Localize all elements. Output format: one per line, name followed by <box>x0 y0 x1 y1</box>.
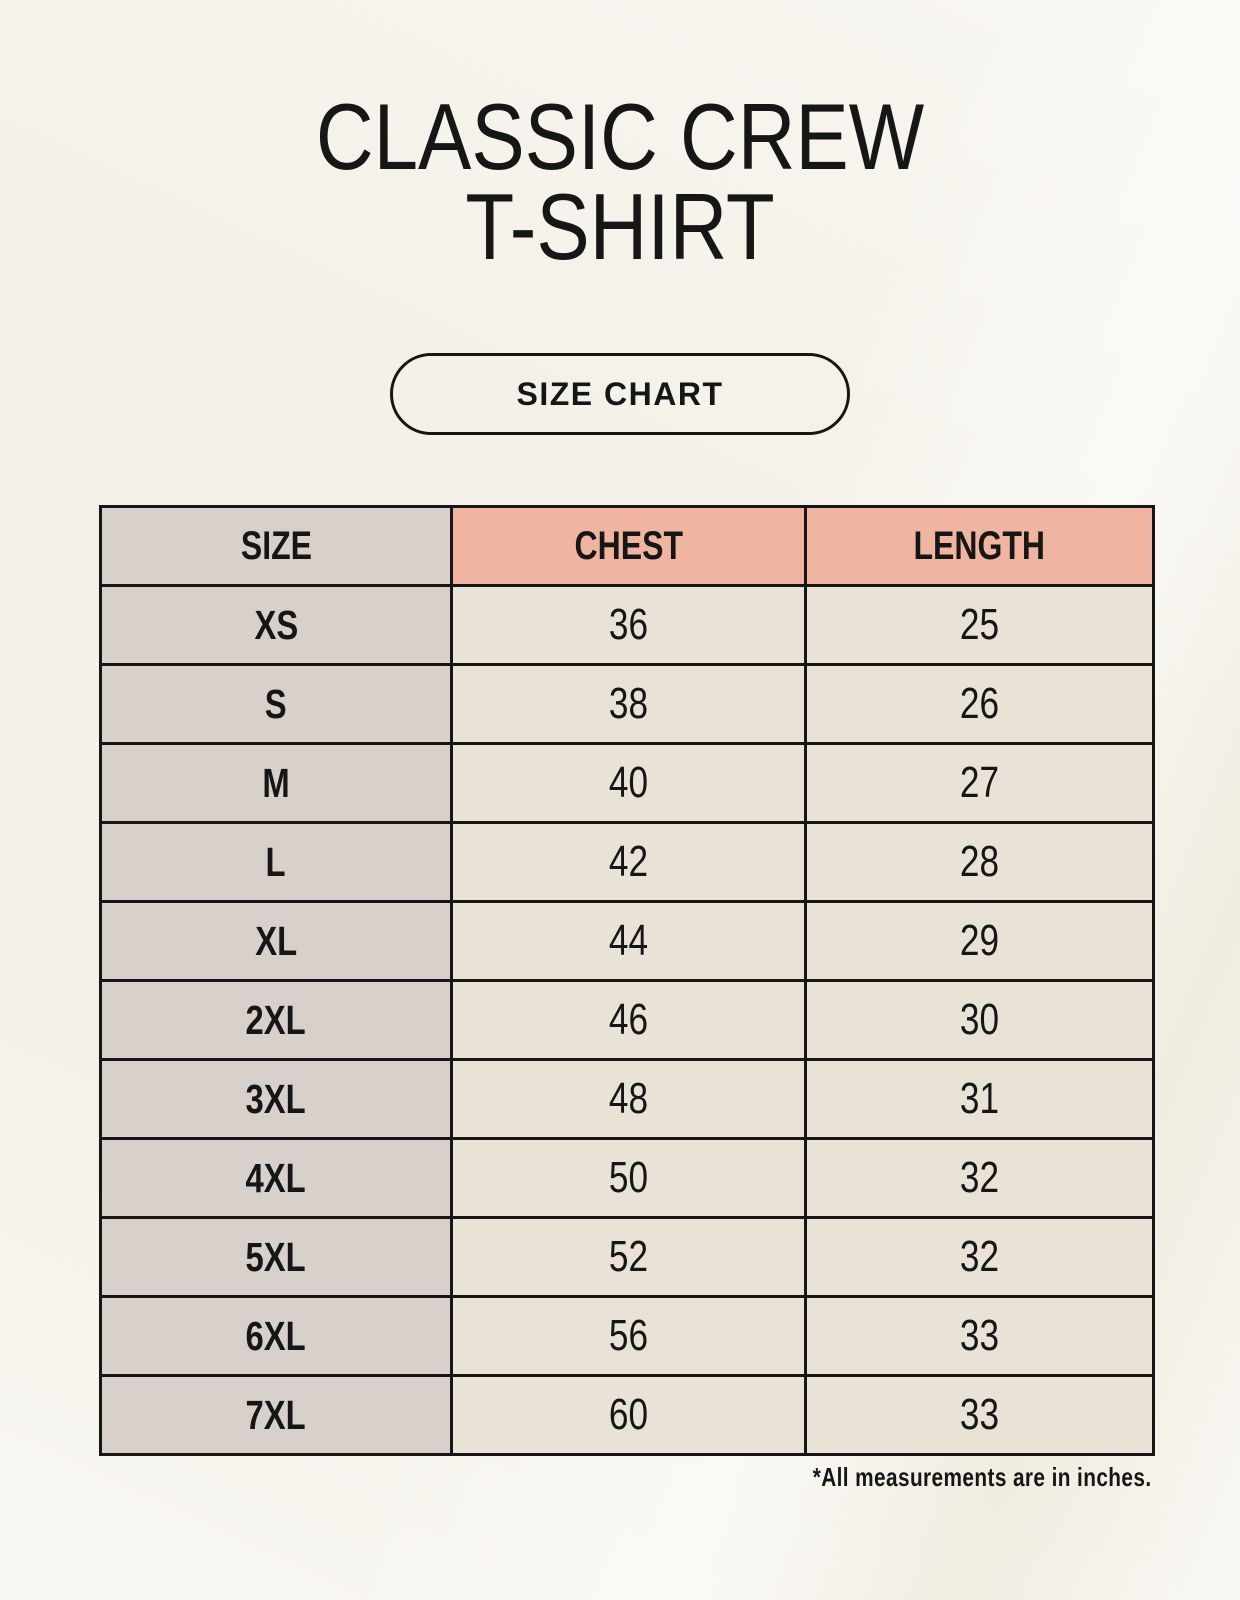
table-row: M 40 27 <box>99 742 1155 824</box>
size-chart-table: SIZE CHEST LENGTH XS 36 25 S 38 26 M 40 … <box>99 505 1155 1456</box>
table-row: 4XL 50 32 <box>99 1137 1155 1219</box>
measurements-footnote-text: *All measurements are in inches. <box>813 1462 1152 1492</box>
column-header-size: SIZE <box>99 505 453 587</box>
table-header-row: SIZE CHEST LENGTH <box>99 505 1155 587</box>
chest-cell: 60 <box>450 1374 807 1456</box>
column-header-length-label: LENGTH <box>913 523 1046 568</box>
length-cell: 28 <box>804 821 1155 903</box>
chest-cell: 38 <box>450 663 807 745</box>
chest-cell: 42 <box>450 821 807 903</box>
size-cell: 2XL <box>99 979 453 1061</box>
size-cell: 5XL <box>99 1216 453 1298</box>
chest-cell: 52 <box>450 1216 807 1298</box>
size-chart-badge[interactable]: SIZE CHART <box>390 353 850 435</box>
size-cell: S <box>99 663 453 745</box>
size-cell: M <box>99 742 453 824</box>
table-row: 3XL 48 31 <box>99 1058 1155 1140</box>
title-line-2: T-SHIRT <box>465 174 775 279</box>
chest-cell: 56 <box>450 1295 807 1377</box>
title-line-1: CLASSIC CREW <box>315 84 925 189</box>
chest-cell: 46 <box>450 979 807 1061</box>
size-cell: XL <box>99 900 453 982</box>
chest-cell: 50 <box>450 1137 807 1219</box>
size-chart-badge-label: SIZE CHART <box>516 375 724 412</box>
table-row: XS 36 25 <box>99 584 1155 666</box>
chest-cell: 44 <box>450 900 807 982</box>
length-cell: 26 <box>804 663 1155 745</box>
size-cell: XS <box>99 584 453 666</box>
column-header-size-label: SIZE <box>240 523 312 568</box>
length-cell: 27 <box>804 742 1155 824</box>
chest-cell: 40 <box>450 742 807 824</box>
table-row: S 38 26 <box>99 663 1155 745</box>
table-row: L 42 28 <box>99 821 1155 903</box>
size-cell: 6XL <box>99 1295 453 1377</box>
length-cell: 25 <box>804 584 1155 666</box>
length-cell: 30 <box>804 979 1155 1061</box>
length-cell: 32 <box>804 1216 1155 1298</box>
size-cell: 4XL <box>99 1137 453 1219</box>
size-cell: L <box>99 821 453 903</box>
size-cell: 7XL <box>99 1374 453 1456</box>
table-row: 2XL 46 30 <box>99 979 1155 1061</box>
chest-cell: 48 <box>450 1058 807 1140</box>
page-title: CLASSIC CREW T-SHIRT <box>93 84 1147 279</box>
length-cell: 32 <box>804 1137 1155 1219</box>
table-row: XL 44 29 <box>99 900 1155 982</box>
table-row: 6XL 56 33 <box>99 1295 1155 1377</box>
length-cell: 33 <box>804 1374 1155 1456</box>
measurements-footnote: *All measurements are in inches. <box>728 1462 1152 1493</box>
size-cell: 3XL <box>99 1058 453 1140</box>
column-header-chest-label: CHEST <box>574 523 683 568</box>
chest-cell: 36 <box>450 584 807 666</box>
column-header-chest: CHEST <box>450 505 807 587</box>
table-row: 7XL 60 33 <box>99 1374 1155 1456</box>
length-cell: 33 <box>804 1295 1155 1377</box>
column-header-length: LENGTH <box>804 505 1155 587</box>
table-row: 5XL 52 32 <box>99 1216 1155 1298</box>
length-cell: 29 <box>804 900 1155 982</box>
length-cell: 31 <box>804 1058 1155 1140</box>
